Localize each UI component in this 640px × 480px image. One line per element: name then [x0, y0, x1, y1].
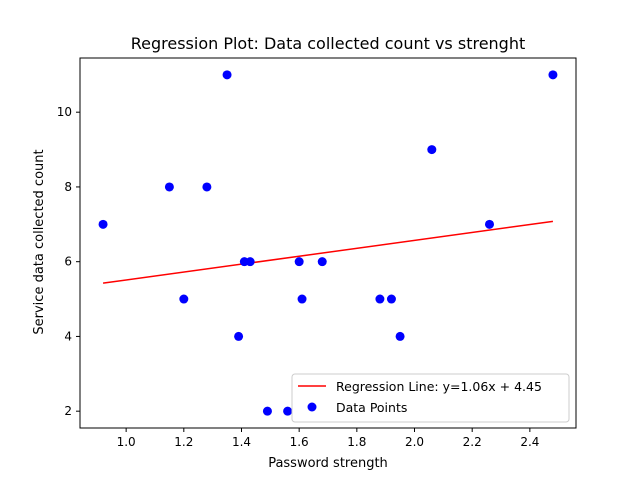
data-point — [283, 406, 293, 416]
x-tick-label: 1.0 — [117, 435, 136, 449]
plot-area — [98, 70, 558, 416]
data-point — [297, 294, 307, 304]
regression-line — [102, 220, 554, 284]
data-point — [386, 294, 396, 304]
y-axis-label: Service data collected count — [32, 149, 47, 334]
legend-point-swatch — [307, 402, 317, 412]
data-point — [234, 331, 244, 341]
data-point — [222, 70, 232, 80]
data-point — [202, 182, 212, 192]
y-tick-label: 4 — [64, 329, 72, 343]
legend-label-regression: Regression Line: y=1.06x + 4.45 — [336, 379, 542, 394]
data-point — [484, 219, 494, 229]
data-point — [548, 70, 558, 80]
x-tick-label: 2.4 — [520, 435, 539, 449]
data-point — [245, 257, 255, 267]
data-point — [395, 331, 405, 341]
x-tick-label: 2.2 — [463, 435, 482, 449]
data-point — [317, 257, 327, 267]
legend-box — [291, 373, 570, 423]
axes: 1.0 1.2 1.4 1.6 1.8 2.0 2.2 2.4 2 4 6 8 10 — [57, 57, 577, 449]
legend-label-points: Data Points — [336, 400, 407, 415]
x-tick-label: 2.0 — [405, 435, 424, 449]
y-tick-label: 2 — [64, 404, 72, 418]
x-tick-label: 1.4 — [232, 435, 251, 449]
y-tick-label: 6 — [64, 255, 72, 269]
data-point — [294, 257, 304, 267]
x-tick-label: 1.2 — [174, 435, 193, 449]
chart-title: Regression Plot: Data collected count vs… — [131, 34, 526, 53]
x-tick-label: 1.8 — [347, 435, 366, 449]
data-point — [164, 182, 174, 192]
data-point — [375, 294, 385, 304]
data-point — [179, 294, 189, 304]
y-tick-label: 10 — [57, 105, 72, 119]
data-point — [98, 219, 108, 229]
x-tick-label: 1.6 — [290, 435, 309, 449]
data-point — [262, 406, 272, 416]
legend: Regression Line: y=1.06x + 4.45 Data Poin… — [291, 373, 570, 423]
data-point — [427, 145, 437, 155]
y-tick-label: 8 — [64, 180, 72, 194]
x-axis-label: Password strength — [268, 456, 388, 471]
axes-frame — [79, 57, 577, 429]
